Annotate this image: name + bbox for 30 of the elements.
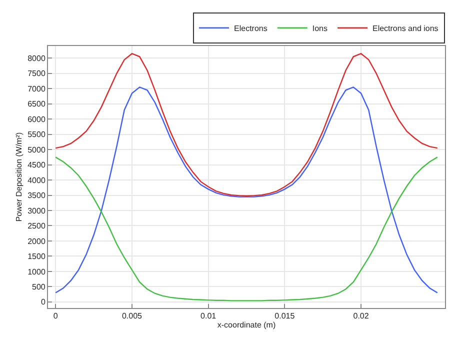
legend-label: Electrons and ions — [372, 24, 438, 33]
legend-label: Ions — [312, 24, 328, 33]
line-series — [55, 156, 438, 302]
x-tick-label: 0.005 — [122, 312, 143, 321]
y-tick-label: 1500 — [28, 252, 46, 262]
y-tick-label: 4500 — [28, 160, 46, 170]
y-tick-label: 2000 — [28, 236, 46, 246]
y-tick-label: 8000 — [28, 54, 46, 63]
x-axis-title: x-coordinate (m) — [217, 320, 276, 330]
y-tick-label: 5000 — [28, 145, 46, 154]
x-tick-label: 0.01 — [200, 312, 217, 321]
y-tick-label: 7500 — [28, 69, 46, 78]
y-axis-title: Power Deposition (W/m²) — [14, 132, 24, 222]
y-tick-label: 5500 — [28, 130, 46, 140]
x-tick-label: 0.015 — [274, 312, 296, 321]
y-tick-label: 7000 — [28, 84, 46, 94]
line-series — [55, 53, 438, 196]
y-tick-label: 6000 — [28, 114, 46, 124]
y-tick-label: 1000 — [28, 267, 46, 276]
y-tick-label: 0 — [40, 298, 46, 307]
y-tick-label: 500 — [32, 282, 46, 292]
x-tick-label: 0 — [53, 312, 58, 321]
y-tick-label: 2500 — [28, 222, 46, 231]
line-series — [55, 86, 438, 294]
legend-label: Electrons — [234, 24, 268, 33]
y-tick-label: 3000 — [28, 206, 46, 216]
y-tick-label: 6500 — [28, 100, 46, 109]
y-tick-label: 4000 — [28, 176, 46, 185]
y-tick-label: 3500 — [28, 191, 46, 200]
x-tick-label: 0.02 — [353, 312, 370, 321]
